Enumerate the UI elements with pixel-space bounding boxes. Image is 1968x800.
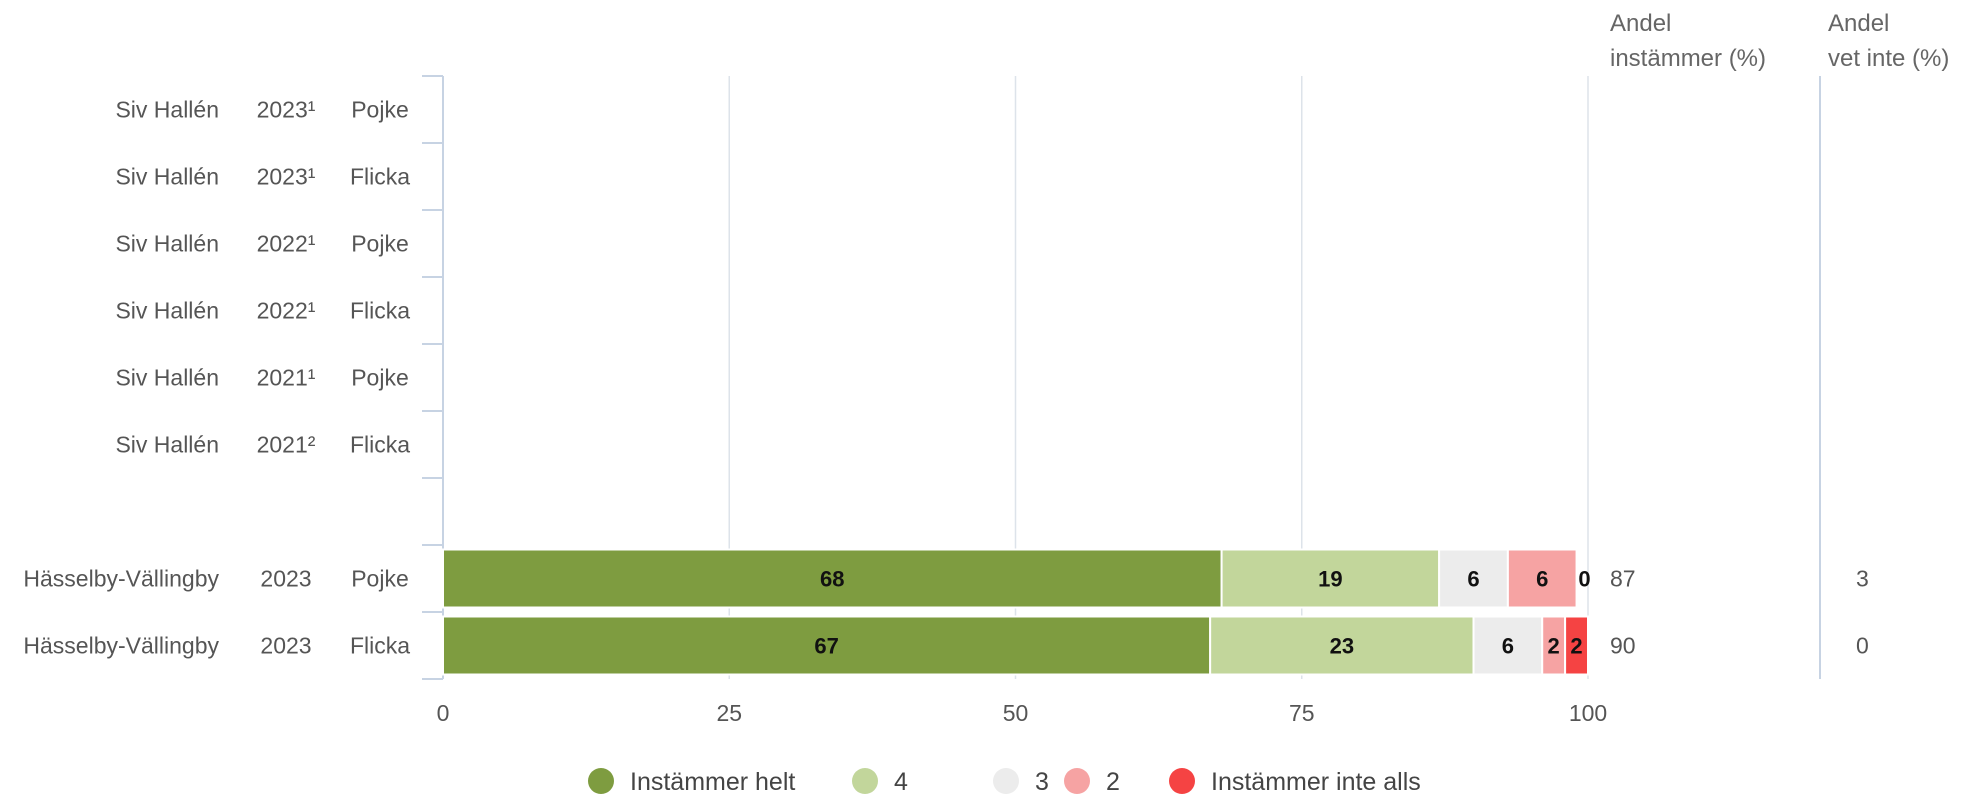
row-label-name: Siv Hallén	[115, 298, 219, 324]
bar-data-label: 2	[1548, 634, 1560, 659]
legend-marker[interactable]	[1064, 768, 1090, 794]
legend-label: Instämmer inte alls	[1211, 768, 1421, 795]
bar-data-label: 68	[820, 567, 844, 592]
row-label-group: Flicka	[350, 298, 410, 324]
share-agree-value: 87	[1610, 566, 1636, 592]
row-label-year: 2021¹	[257, 365, 316, 391]
column-header-agree-line2: instämmer (%)	[1610, 45, 1766, 72]
column-header-agree: Andel	[1610, 10, 1671, 37]
bar-data-label: 2	[1570, 634, 1582, 659]
legend-marker[interactable]	[852, 768, 878, 794]
legend-label: 4	[894, 768, 908, 795]
row-label-year: 2023¹	[257, 164, 316, 190]
bar-data-label: 67	[814, 634, 838, 659]
legend-label: 3	[1035, 768, 1049, 795]
row-label-year: 2023	[260, 566, 311, 592]
legend-marker[interactable]	[588, 768, 614, 794]
bar-segment-1[interactable]	[442, 548, 1223, 609]
bar-segment-1[interactable]	[442, 615, 1212, 676]
row-label-group: Pojke	[351, 566, 409, 592]
x-tick-label: 75	[1289, 700, 1315, 726]
share-agree-value: 90	[1610, 633, 1636, 659]
legend-marker[interactable]	[1169, 768, 1195, 794]
row-label-name: Siv Hallén	[115, 164, 219, 190]
legend-label: 2	[1106, 768, 1120, 795]
row-label-group: Pojke	[351, 97, 409, 123]
row-label-year: 2023	[260, 633, 311, 659]
row-label-name: Siv Hallén	[115, 432, 219, 458]
bar-segment-2[interactable]	[1209, 615, 1475, 676]
row-label-name: Siv Hallén	[115, 365, 219, 391]
row-label-year: 2021²	[257, 432, 316, 458]
bar-segment-2[interactable]	[1220, 548, 1441, 609]
x-tick-label: 50	[1003, 700, 1029, 726]
row-label-year: 2023¹	[257, 97, 316, 123]
row-label-name: Hässelby-Vällingby	[23, 566, 219, 592]
bar-segment-3[interactable]	[1438, 548, 1509, 609]
row-label-name: Siv Hallén	[115, 231, 219, 257]
legend-label: Instämmer helt	[630, 768, 795, 795]
row-label-group: Pojke	[351, 231, 409, 257]
row-label-group: Flicka	[350, 432, 410, 458]
row-label-year: 2022¹	[257, 298, 316, 324]
bar-segment-5[interactable]	[1564, 615, 1589, 676]
bar-data-label: 23	[1330, 634, 1354, 659]
bar-data-label: 6	[1502, 634, 1514, 659]
bar-data-label: 6	[1467, 567, 1479, 592]
x-tick-label: 25	[716, 700, 742, 726]
row-label-group: Flicka	[350, 633, 410, 659]
row-label-group: Flicka	[350, 164, 410, 190]
row-label-year: 2022¹	[257, 231, 316, 257]
share-dont-know-value: 3	[1856, 566, 1869, 592]
row-label-name: Siv Hallén	[115, 97, 219, 123]
row-label-group: Pojke	[351, 365, 409, 391]
bar-segment-3[interactable]	[1472, 615, 1544, 676]
bar-data-label: 6	[1536, 567, 1548, 592]
bar-segment-4[interactable]	[1506, 548, 1578, 609]
legend-marker[interactable]	[993, 768, 1019, 794]
bar-data-label: 19	[1318, 567, 1342, 592]
bar-data-label: 0	[1578, 567, 1590, 592]
column-header-dont-know-line2: vet inte (%)	[1828, 45, 1949, 72]
column-header-dont-know: Andel	[1828, 10, 1889, 37]
x-tick-label: 100	[1569, 700, 1607, 726]
share-dont-know-value: 0	[1856, 633, 1869, 659]
x-tick-label: 0	[437, 700, 450, 726]
row-label-name: Hässelby-Vällingby	[23, 633, 219, 659]
